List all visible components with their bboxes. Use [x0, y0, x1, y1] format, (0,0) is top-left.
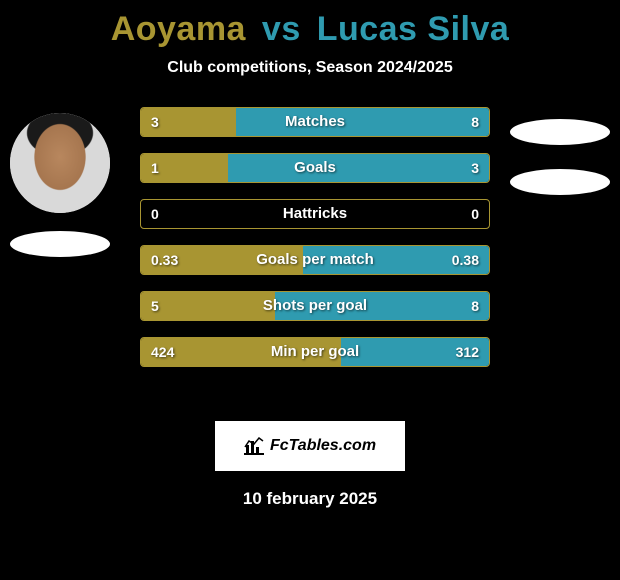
stat-label: Min per goal [141, 338, 489, 366]
player2-club-logo-1 [510, 119, 610, 145]
stat-value-left: 0 [151, 200, 159, 228]
date-text: 10 february 2025 [0, 489, 620, 509]
stat-label: Matches [141, 108, 489, 136]
stat-label: Shots per goal [141, 292, 489, 320]
player1-avatar-face [10, 113, 110, 213]
stat-value-right: 0.38 [452, 246, 479, 274]
stat-bars: Matches38Goals13Hattricks00Goals per mat… [140, 107, 490, 383]
stat-row: Goals1 3 [140, 153, 490, 183]
stat-value-left: 424 [151, 338, 174, 366]
comparison-title: Aoyama vs Lucas Silva [0, 0, 620, 49]
stat-value-left: 0.33 [151, 246, 178, 274]
player1-avatar [10, 113, 110, 213]
stat-value-right: 0 [471, 200, 479, 228]
stat-value-right: 3 [471, 154, 479, 182]
stat-label: Goals per match [141, 246, 489, 274]
player1-club-logo [10, 231, 110, 257]
stat-value-left: 1 [151, 154, 159, 182]
stat-row: Goals per match0.33 0.38 [140, 245, 490, 275]
stat-value-left: 5 [151, 292, 159, 320]
stats-panel: Matches38Goals13Hattricks00Goals per mat… [0, 107, 620, 407]
player2-column [500, 107, 620, 195]
player1-column [0, 107, 120, 257]
stat-row: Shots per goal5 8 [140, 291, 490, 321]
player2-name: Lucas Silva [317, 10, 510, 48]
player2-club-logo-2 [510, 169, 610, 195]
stat-value-right: 312 [456, 338, 479, 366]
stat-value-right: 8 [471, 108, 479, 136]
logo-text: FcTables.com [270, 437, 376, 455]
player1-name: Aoyama [111, 10, 246, 48]
stat-label: Hattricks [141, 200, 489, 228]
stat-value-right: 8 [471, 292, 479, 320]
stat-label: Goals [141, 154, 489, 182]
chart-icon [244, 437, 264, 455]
stat-value-left: 3 [151, 108, 159, 136]
subtitle: Club competitions, Season 2024/2025 [0, 59, 620, 77]
fctables-logo[interactable]: FcTables.com [215, 421, 405, 471]
vs-text: vs [262, 10, 301, 48]
stat-row: Matches3 8 [140, 107, 490, 137]
stat-row: Min per goal424 312 [140, 337, 490, 367]
stat-row: Hattricks0 0 [140, 199, 490, 229]
